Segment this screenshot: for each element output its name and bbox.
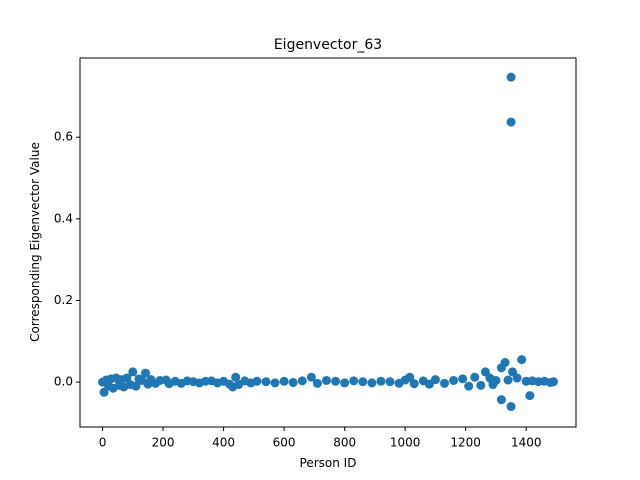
x-tick-label: 1000: [390, 436, 421, 450]
point: [525, 391, 535, 401]
x-tick-label: 0: [99, 436, 107, 450]
y-axis-label: Corresponding Eigenvector Value: [28, 142, 42, 342]
point: [506, 117, 516, 127]
point: [331, 376, 341, 386]
point: [306, 372, 316, 382]
point: [506, 402, 516, 412]
x-tick-label: 600: [273, 436, 296, 450]
point: [500, 358, 510, 368]
x-tick-label: 1200: [450, 436, 481, 450]
point: [409, 379, 419, 389]
point: [358, 377, 368, 387]
point: [131, 381, 141, 391]
point: [491, 375, 501, 385]
y-tick-label: 0.0: [54, 375, 73, 389]
point: [476, 380, 486, 390]
point: [367, 378, 377, 388]
point: [548, 377, 558, 387]
point: [405, 372, 415, 382]
y-tick-label: 0.6: [54, 130, 73, 144]
point: [470, 372, 480, 382]
point: [512, 373, 522, 383]
point: [288, 378, 298, 388]
point: [440, 378, 450, 388]
x-tick-label: 200: [152, 436, 175, 450]
point: [503, 375, 513, 385]
point: [270, 378, 280, 388]
x-axis-label: Person ID: [300, 456, 357, 470]
point: [297, 376, 307, 386]
point: [321, 375, 331, 385]
point: [517, 355, 527, 365]
point: [141, 368, 151, 378]
point: [349, 376, 359, 386]
point: [506, 72, 516, 82]
axes-frame: [79, 57, 577, 428]
point: [464, 381, 474, 391]
point: [231, 372, 241, 382]
x-tick-label: 800: [333, 436, 356, 450]
y-tick-label: 0.4: [54, 211, 73, 225]
point: [252, 376, 262, 386]
chart-title: Eigenvector_63: [274, 37, 382, 53]
point: [430, 375, 440, 385]
point: [496, 395, 506, 405]
point: [128, 367, 138, 377]
point: [449, 375, 459, 385]
point: [261, 377, 271, 387]
point: [385, 377, 395, 387]
point: [312, 378, 322, 388]
x-tick-label: 400: [212, 436, 235, 450]
x-tick-label: 1400: [511, 436, 542, 450]
y-tick-label: 0.2: [54, 293, 73, 307]
point: [279, 376, 289, 386]
point: [340, 378, 350, 388]
point: [376, 376, 386, 386]
point: [458, 374, 468, 384]
